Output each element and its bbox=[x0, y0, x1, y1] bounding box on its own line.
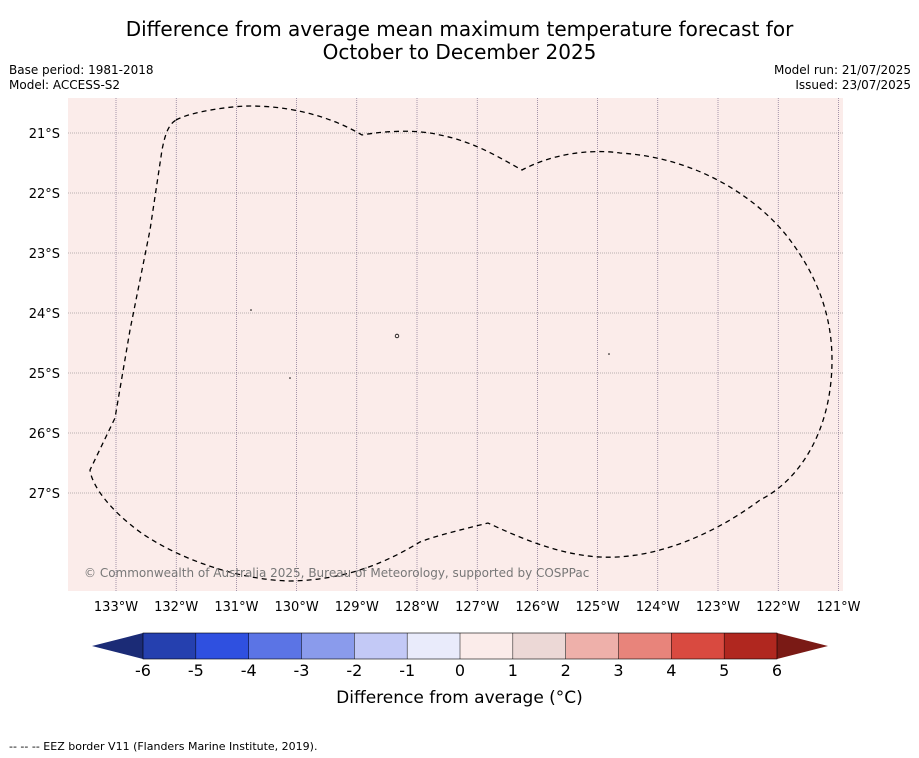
colorbar-tick-label: 5 bbox=[719, 661, 729, 680]
longitude-labels: 133°W 132°W 131°W 130°W 129°W 128°W 127°W 126°W… bbox=[94, 600, 861, 615]
colorbar-cell bbox=[618, 633, 672, 659]
island bbox=[289, 377, 291, 379]
graticule bbox=[68, 98, 843, 591]
lon-tick-label: 128°W bbox=[395, 600, 439, 615]
lon-tick-label: 131°W bbox=[214, 600, 258, 615]
colorbar-tick-label: 1 bbox=[508, 661, 518, 680]
colorbar-cell bbox=[671, 633, 725, 659]
lon-tick-label: 124°W bbox=[636, 600, 680, 615]
lon-tick-label: 127°W bbox=[455, 600, 499, 615]
colorbar-tick-label: 3 bbox=[613, 661, 623, 680]
colorbar: -6 -5 -4 -3 -2 -1 0 1 2 3 4 5 6 bbox=[92, 632, 828, 680]
issued-date: Issued: 23/07/2025 bbox=[795, 78, 911, 92]
colorbar-cell bbox=[143, 633, 197, 659]
colorbar-tick-label: 4 bbox=[666, 661, 676, 680]
chart-title: Difference from average mean maximum tem… bbox=[0, 18, 919, 64]
colorbar-cell bbox=[248, 633, 302, 659]
eez-border bbox=[89, 105, 833, 582]
lat-tick-label: 21°S bbox=[29, 127, 60, 142]
lon-tick-label: 129°W bbox=[335, 600, 379, 615]
lat-tick-label: 24°S bbox=[29, 307, 60, 322]
copyright-notice: © Commonwealth of Australia 2025, Bureau… bbox=[84, 566, 589, 580]
colorbar-tick-label: -6 bbox=[135, 661, 151, 680]
colorbar-ticks: -6 -5 -4 -3 -2 -1 0 1 2 3 4 5 6 bbox=[135, 661, 782, 680]
colorbar-cell bbox=[195, 633, 250, 659]
colorbar-cell bbox=[724, 633, 778, 659]
island bbox=[250, 309, 252, 311]
colorbar-label: Difference from average (°C) bbox=[336, 688, 583, 708]
colorbar-cell bbox=[460, 633, 514, 659]
colorbar-cells bbox=[143, 633, 778, 659]
model-name: Model: ACCESS-S2 bbox=[9, 78, 121, 92]
lat-tick-label: 27°S bbox=[29, 487, 60, 502]
lon-tick-label: 122°W bbox=[756, 600, 800, 615]
colorbar-cell bbox=[354, 633, 408, 659]
lon-tick-label: 132°W bbox=[154, 600, 198, 615]
colorbar-tick-label: -1 bbox=[399, 661, 415, 680]
lat-tick-label: 25°S bbox=[29, 367, 60, 382]
meta-right: Model run: 21/07/2025 Issued: 23/07/2025 bbox=[774, 63, 911, 93]
map-area bbox=[68, 98, 843, 591]
colorbar-cell bbox=[301, 633, 355, 659]
colorbar-tick-label: -5 bbox=[188, 661, 204, 680]
colorbar-tick-label: -4 bbox=[241, 661, 257, 680]
base-period: Base period: 1981-2018 bbox=[9, 63, 154, 77]
forecast-map: 21°S22°S23°S24°S25°S26°S27°S 133°W 132°W 1… bbox=[29, 98, 861, 615]
lon-tick-label: 126°W bbox=[515, 600, 559, 615]
meta-left: Base period: 1981-2018 Model: ACCESS-S2 bbox=[9, 63, 154, 93]
colorbar-low-extend bbox=[92, 633, 143, 659]
lon-tick-label: 125°W bbox=[576, 600, 620, 615]
lon-tick-label: 123°W bbox=[696, 600, 740, 615]
islands bbox=[250, 309, 610, 379]
colorbar-tick-label: 0 bbox=[455, 661, 465, 680]
colorbar-frame bbox=[142, 632, 778, 660]
colorbar-cell bbox=[565, 633, 619, 659]
island bbox=[394, 333, 400, 339]
lon-tick-label: 133°W bbox=[94, 600, 138, 615]
colorbar-high-extend bbox=[777, 633, 828, 659]
lat-tick-label: 22°S bbox=[29, 187, 60, 202]
colorbar-tick-label: 2 bbox=[561, 661, 571, 680]
title-line-2: October to December 2025 bbox=[322, 40, 597, 64]
lat-tick-label: 23°S bbox=[29, 247, 60, 262]
island bbox=[608, 353, 610, 355]
lat-tick-label: 26°S bbox=[29, 427, 60, 442]
lon-tick-label: 130°W bbox=[275, 600, 319, 615]
colorbar-tick-label: 6 bbox=[772, 661, 782, 680]
latitude-labels: 21°S 22°S 23°S 24°S 25°S 26°S 27°S bbox=[29, 127, 60, 502]
colorbar-tick-label: -3 bbox=[294, 661, 310, 680]
lon-tick-label: 121°W bbox=[816, 600, 860, 615]
colorbar-tick-label: -2 bbox=[346, 661, 362, 680]
legend-footer: -- -- -- EEZ border V11 (Flanders Marine… bbox=[9, 740, 318, 753]
colorbar-cell bbox=[512, 633, 567, 659]
model-run: Model run: 21/07/2025 bbox=[773, 63, 911, 77]
colorbar-cell bbox=[407, 633, 461, 659]
title-line-1: Difference from average mean maximum tem… bbox=[125, 17, 794, 41]
